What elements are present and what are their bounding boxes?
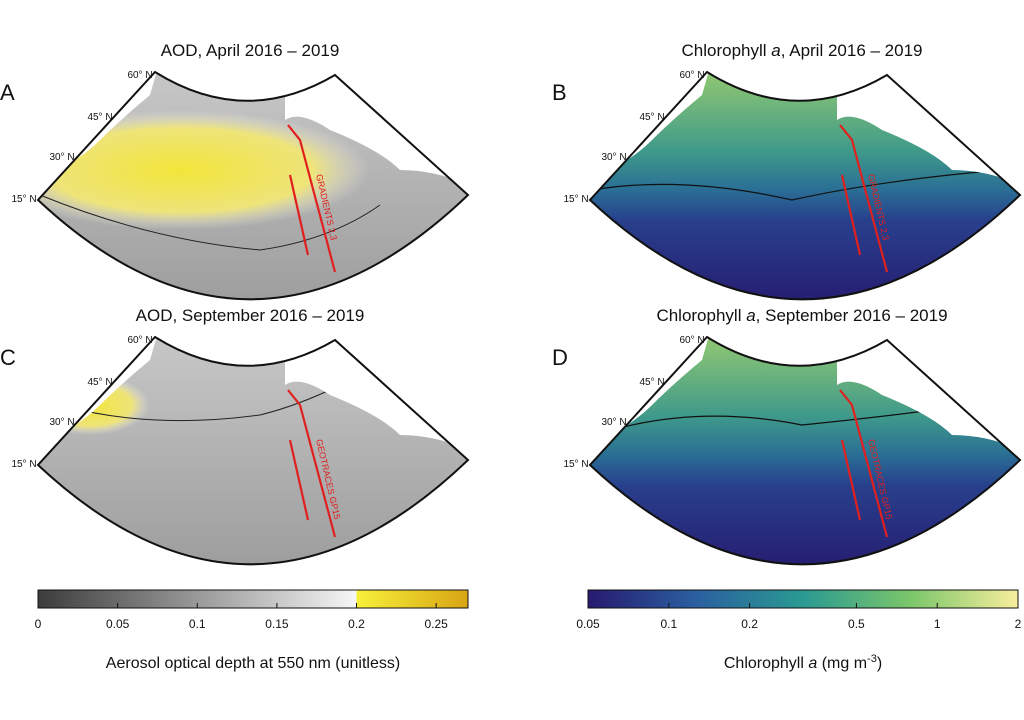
latitude-label: 60° N: [679, 70, 704, 81]
latitude-label: 15° N: [563, 459, 588, 470]
panel-letter: D: [552, 345, 568, 370]
ocean: [38, 337, 468, 565]
colorbar: [587, 589, 1019, 609]
title-part: , September 2016 – 2019: [756, 306, 948, 325]
colorbar-label: Aerosol optical depth at 550 nm (unitles…: [106, 655, 400, 672]
title-part: , April 2016 – 2019: [781, 41, 923, 60]
contour: [59, 384, 341, 422]
latitude-label: 30° N: [601, 152, 626, 163]
panel-title: Chlorophyll a, April 2016 – 2019: [681, 41, 922, 60]
title-part: Chlorophyll: [681, 41, 771, 60]
latitude-label: 30° N: [49, 417, 74, 428]
title-part: AOD, September 2016 – 2019: [136, 306, 365, 325]
title-part: AOD, April 2016 – 2019: [161, 41, 340, 60]
latitude-label: 45° N: [87, 112, 112, 123]
map-content: [38, 72, 468, 300]
colorbar-tick-label: 0.2: [741, 617, 758, 631]
label-part: Aerosol optical depth at 550 nm (unitles…: [106, 655, 400, 672]
map-outline: [588, 335, 1022, 566]
cruise-track: [840, 439, 862, 521]
latitude-label: 45° N: [639, 377, 664, 388]
cruise-track: [839, 389, 889, 538]
label-part: (mg m: [817, 655, 867, 672]
cruise-track: [288, 174, 310, 256]
map-content: [38, 337, 468, 565]
colorbar-tick-label: 0: [35, 617, 42, 631]
aerosol-plume: [38, 110, 370, 230]
latitude-label: 30° N: [601, 417, 626, 428]
map-outline: [36, 70, 470, 301]
latitude-label: 30° N: [49, 152, 74, 163]
latitude-label: 60° N: [127, 335, 152, 346]
map-outline: [588, 70, 1022, 301]
colorbar-tick-label: 0.25: [424, 617, 448, 631]
colorbar-tick-label: 0.05: [576, 617, 600, 631]
latitude-label: 60° N: [679, 335, 704, 346]
latitude-label: 15° N: [11, 459, 36, 470]
contour: [591, 169, 1003, 201]
colorbar: [37, 589, 469, 609]
panel-letter: B: [552, 80, 567, 105]
colorbar-tick-label: 0.1: [660, 617, 677, 631]
latitude-label: 60° N: [127, 70, 152, 81]
label-part: a: [808, 655, 817, 672]
panel-title: AOD, September 2016 – 2019: [136, 306, 365, 325]
panel-letter: A: [0, 80, 15, 105]
contour: [39, 194, 381, 251]
label-part: ): [877, 655, 882, 672]
map-content: [590, 337, 1020, 565]
panel-letter: C: [0, 345, 16, 370]
latitude-label: 45° N: [87, 377, 112, 388]
ocean: [590, 337, 1020, 565]
latitude-label: 15° N: [563, 194, 588, 205]
title-part: a: [771, 41, 780, 60]
title-part: Chlorophyll: [656, 306, 746, 325]
cruise-track: [287, 389, 337, 538]
cruise-track: [288, 439, 310, 521]
title-part: a: [746, 306, 755, 325]
colorbar-tick-label: 2: [1015, 617, 1022, 631]
cruise-track: [839, 124, 889, 273]
colorbar-tick-label: 1: [934, 617, 941, 631]
colorbar-tick-label: 0.2: [348, 617, 365, 631]
cruise-track: [840, 174, 862, 256]
colorbar-tick-label: 0.15: [265, 617, 289, 631]
label-part: -3: [867, 653, 877, 665]
panel-title: Chlorophyll a, September 2016 – 2019: [656, 306, 947, 325]
colorbar-tick-label: 0.1: [189, 617, 206, 631]
cruise-track: [287, 124, 337, 273]
colorbar-tick-label: 0.05: [106, 617, 130, 631]
latitude-label: 15° N: [11, 194, 36, 205]
ocean: [590, 72, 1020, 300]
colorbar-label: Chlorophyll a (mg m-3): [724, 653, 882, 672]
label-part: Chlorophyll: [724, 655, 808, 672]
panel-title: AOD, April 2016 – 2019: [161, 41, 340, 60]
latitude-label: 45° N: [639, 112, 664, 123]
map-panel: GRADIENTS 2,360° N45° N30° N15° NBChloro…: [552, 41, 1022, 301]
map-content: [590, 72, 1020, 300]
map-outline: [36, 335, 470, 566]
colorbar-tick-label: 0.5: [848, 617, 865, 631]
